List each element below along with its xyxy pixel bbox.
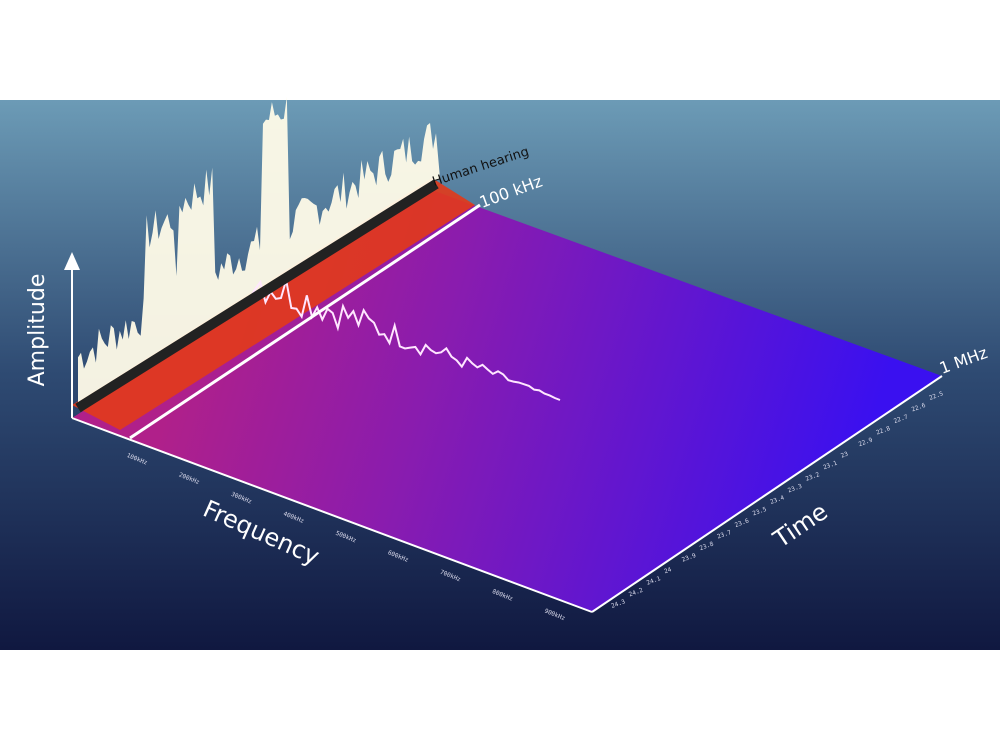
peak-shape — [78, 96, 440, 406]
ridge — [249, 279, 561, 401]
time-tick: 24.1 — [646, 575, 662, 587]
time-tick: 23.7 — [716, 529, 732, 541]
time-tick: 23.6 — [734, 517, 750, 529]
time-tick: 23.9 — [681, 552, 697, 564]
time-tick: 24 — [663, 566, 673, 575]
time-axis — [591, 375, 943, 613]
time-tick: 23 — [840, 450, 850, 459]
time-tick: 22.7 — [893, 413, 909, 425]
time-tick: 22.5 — [928, 390, 944, 402]
time-tick: 24.2 — [628, 587, 644, 599]
arrow-head — [64, 252, 80, 270]
time-tick: 23.5 — [752, 506, 768, 518]
hot-band — [72, 178, 475, 430]
time-tick: 24.3 — [610, 598, 626, 610]
time-tick: 23.8 — [699, 540, 715, 552]
hearing-band — [75, 179, 439, 413]
time-tick: 22.8 — [875, 425, 891, 437]
frequency-axis — [71, 417, 593, 613]
time-tick: 23.4 — [769, 494, 785, 506]
time-tick: 23.3 — [787, 483, 803, 495]
amplitude-peaks — [78, 96, 561, 406]
time-tick: 22.6 — [911, 402, 927, 414]
time-tick: 23.2 — [805, 471, 821, 483]
khz-line — [129, 203, 481, 440]
time-tick: 23.1 — [822, 460, 838, 472]
amplitude-label: Amplitude — [25, 274, 50, 387]
time-tick: 22.9 — [858, 436, 874, 448]
